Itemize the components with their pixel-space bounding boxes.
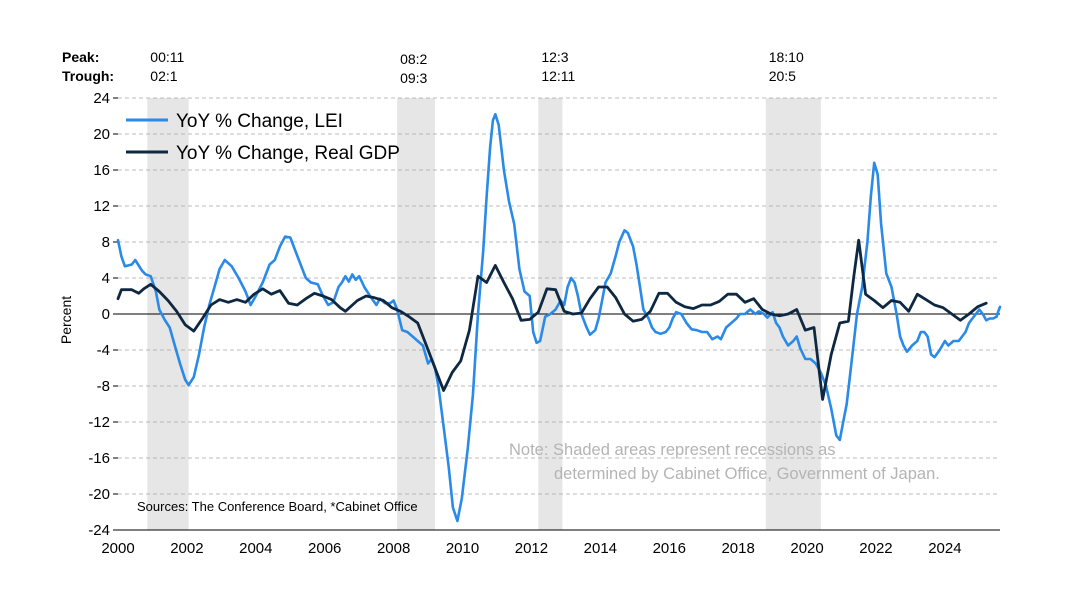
y-tick-label: 20 xyxy=(93,126,110,143)
y-tick-label: 24 xyxy=(93,90,110,107)
trough-header: Trough: xyxy=(62,68,114,84)
x-tick-label: 2024 xyxy=(928,540,961,557)
y-tick-label: 0 xyxy=(102,306,110,323)
sources-text: Sources: The Conference Board, *Cabinet … xyxy=(137,499,418,514)
y-tick-label: -16 xyxy=(88,450,110,467)
x-tick-label: 2022 xyxy=(859,540,892,557)
x-tick-label: 2008 xyxy=(377,540,410,557)
recession-trough-label-3: 12:11 xyxy=(541,68,575,84)
y-tick-label: -20 xyxy=(88,486,110,503)
y-tick-label: 16 xyxy=(93,162,110,179)
recession-peak-label-2: 08:2 xyxy=(400,51,427,67)
x-tick-label: 2020 xyxy=(790,540,823,557)
series-line-real-gdp xyxy=(116,238,988,401)
legend: YoY % Change, LEI YoY % Change, Real GDP xyxy=(126,111,400,164)
recession-peak-label-1: 00:11 xyxy=(150,49,184,65)
recession-trough-label-4: 20:5 xyxy=(769,68,796,84)
series-group xyxy=(116,112,1002,523)
peak-header: Peak: xyxy=(62,49,99,65)
y-tick-label: 8 xyxy=(102,234,110,251)
x-tick-label: 2012 xyxy=(515,540,548,557)
series-line-lei xyxy=(116,112,1002,523)
note-line-2: determined by Cabinet Office, Government… xyxy=(554,465,940,483)
recession-trough-label-1: 02:1 xyxy=(150,68,177,84)
x-tick-label: 2014 xyxy=(584,540,617,557)
y-tick-label: 4 xyxy=(102,270,110,287)
y-tick-label: -8 xyxy=(97,378,110,395)
y-tick-label: -24 xyxy=(88,522,110,539)
x-tick-label: 2016 xyxy=(653,540,686,557)
x-tick-label: 2000 xyxy=(101,540,134,557)
legend-label-2: YoY % Change, Real GDP xyxy=(176,143,400,164)
recession-trough-label-2: 09:3 xyxy=(400,70,427,86)
recession-peak-label-4: 18:10 xyxy=(769,49,804,65)
y-tick-label: -12 xyxy=(88,414,110,431)
y-tick-label: -4 xyxy=(97,342,110,359)
note-line-1: Note: Shaded areas represent recessions … xyxy=(509,441,836,459)
legend-label-1: YoY % Change, LEI xyxy=(176,111,343,132)
y-tick-label: 12 xyxy=(93,198,110,215)
x-tick-label: 2002 xyxy=(170,540,203,557)
x-tick-label: 2004 xyxy=(239,540,272,557)
y-axis-label: Percent xyxy=(58,296,74,344)
x-tick-label: 2006 xyxy=(308,540,341,557)
x-tick-label: 2010 xyxy=(446,540,479,557)
x-tick-label: 2018 xyxy=(721,540,754,557)
recession-peak-label-3: 12:3 xyxy=(541,49,568,65)
text-group: Peak: Trough: Percent Note: Shaded areas… xyxy=(58,49,940,514)
